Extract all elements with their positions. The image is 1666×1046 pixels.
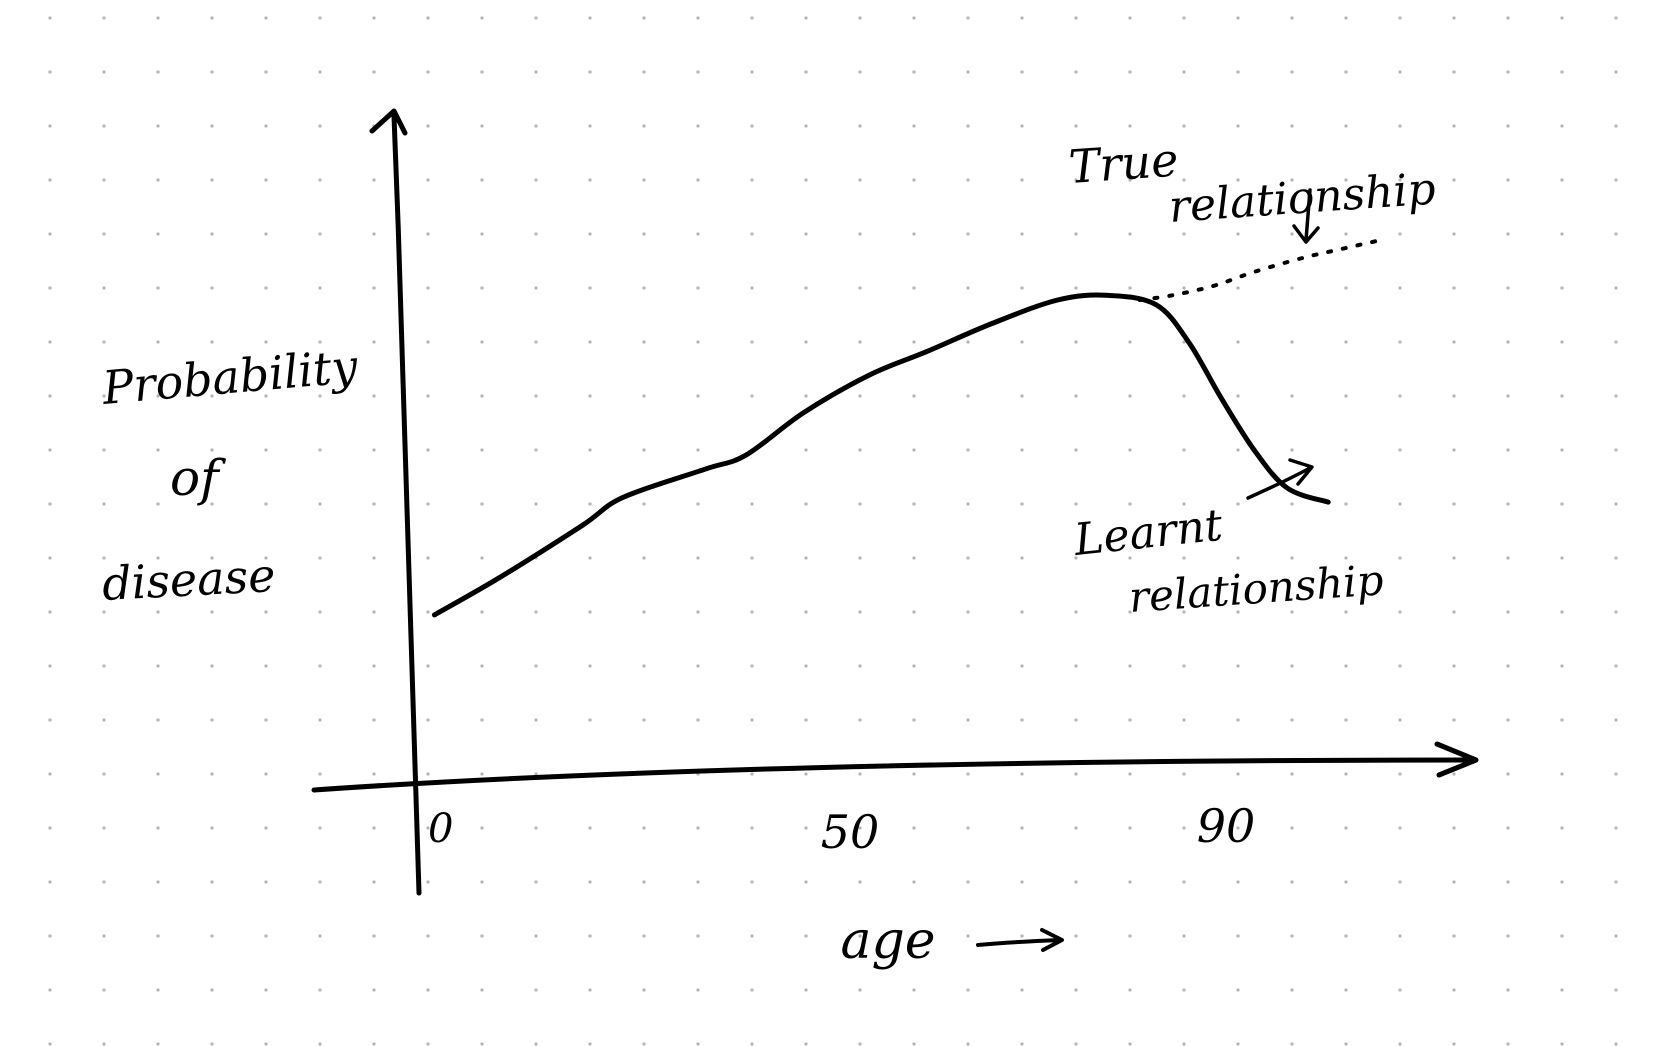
x-axis	[311, 757, 1475, 793]
x-axis-arrow-icon	[1434, 741, 1479, 778]
series-line-true-relationship	[1137, 236, 1388, 302]
dot-grid	[48, 16, 1618, 1046]
annotation-true-line-1: True	[1067, 132, 1180, 194]
y-axis	[391, 113, 422, 896]
x-axis-label-arrow-icon	[976, 928, 1064, 952]
y-axis-arrow-icon	[369, 108, 408, 136]
x-tick-label-0: 0	[428, 806, 453, 852]
y-axis-label-line-3: disease	[101, 548, 277, 611]
x-tick-label-50: 50	[821, 805, 880, 859]
y-axis-label-line-2: of	[170, 449, 226, 507]
x-axis-label: age	[840, 911, 935, 971]
series-line-learnt-relationship	[431, 292, 1331, 618]
x-tick-label-90: 90	[1197, 799, 1256, 853]
series-layer	[431, 236, 1388, 618]
annotation-true-arrow-icon	[1292, 188, 1320, 244]
annotation-learnt-arrow-icon	[1246, 458, 1314, 500]
